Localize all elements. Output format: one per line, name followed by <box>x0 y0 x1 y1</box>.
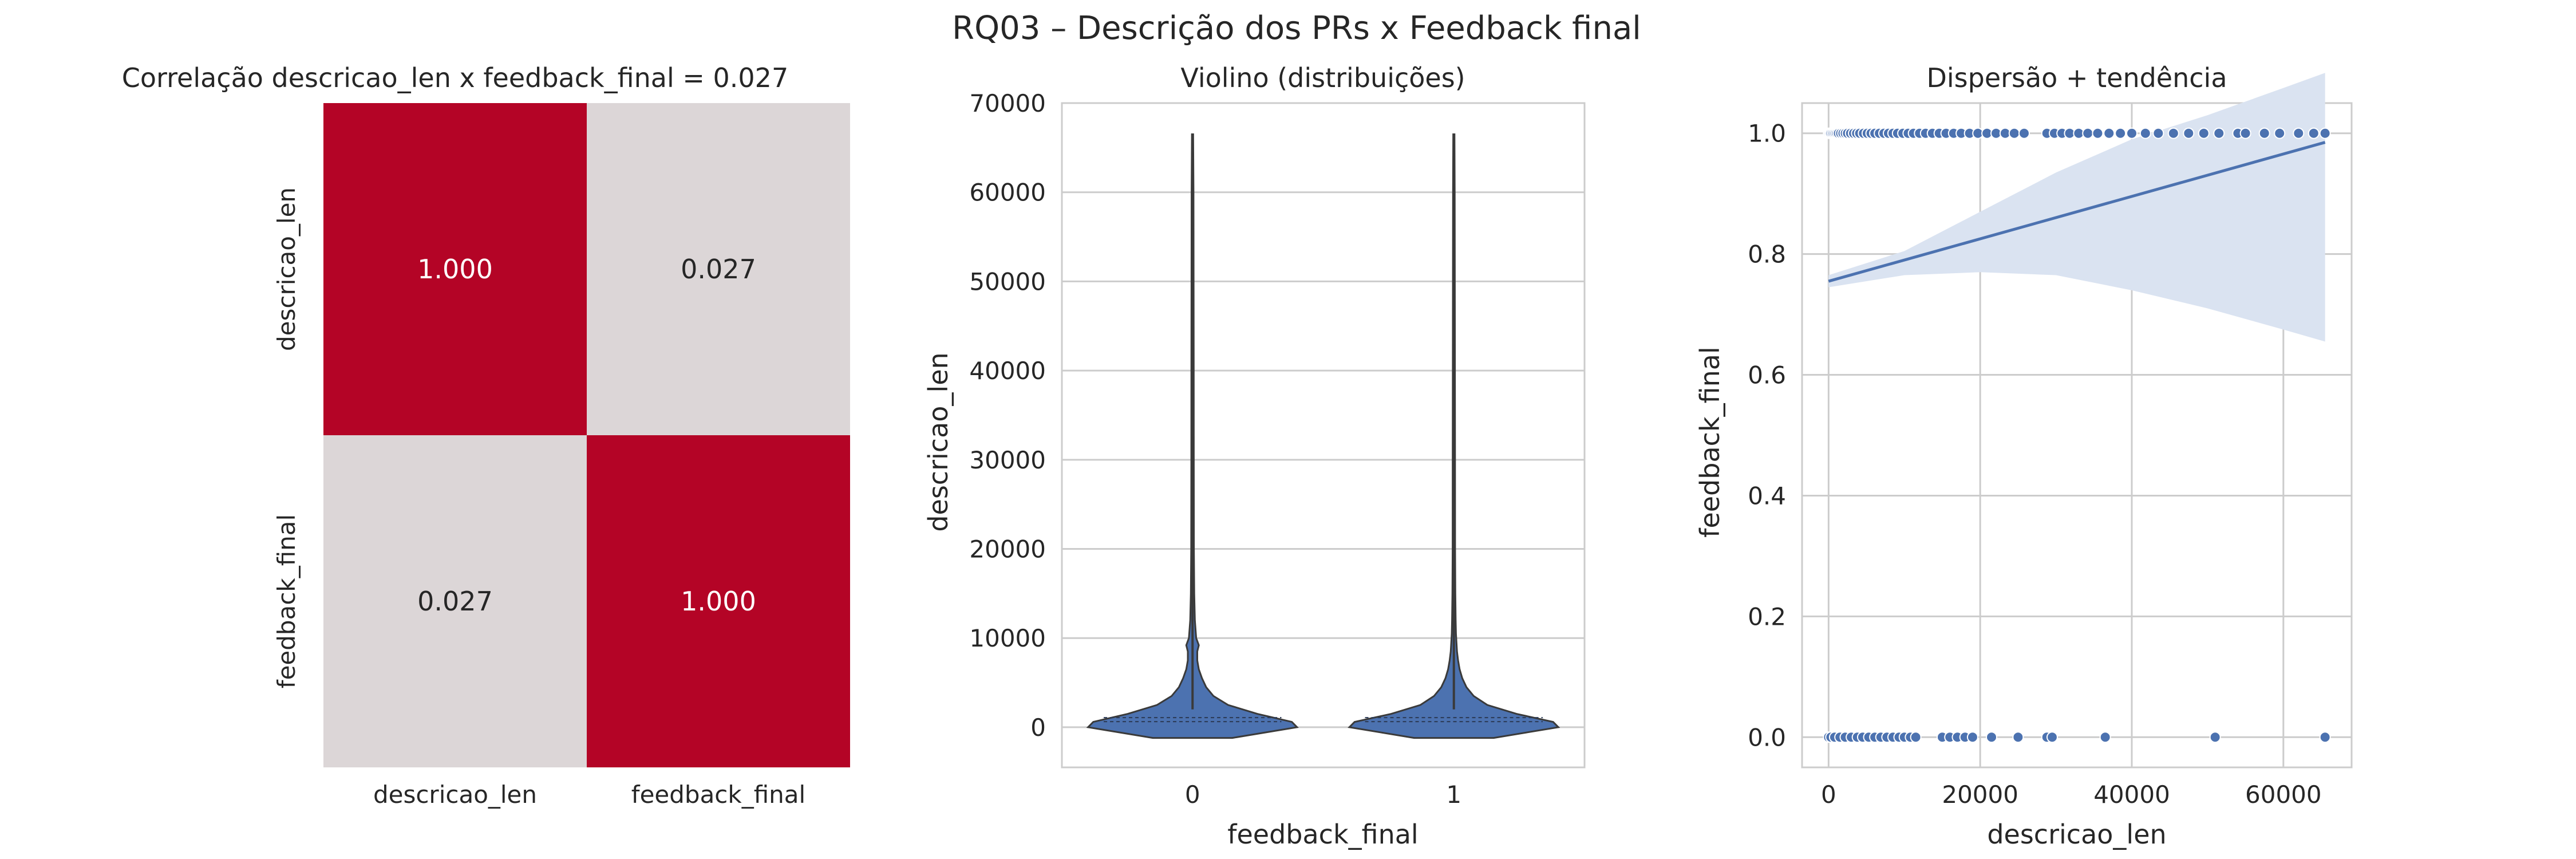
scatter-point <box>2115 127 2127 139</box>
violin-ytick-label: 40000 <box>969 357 1046 385</box>
scatter-point <box>2152 127 2164 139</box>
violin-chart: Violino (distribuições) 0 10000 20000 30000… <box>923 62 1586 850</box>
violin-ytick-label: 70000 <box>969 89 1046 117</box>
violin-xlabel: feedback_final <box>1227 819 1418 850</box>
heatmap-row-label: feedback_final <box>272 514 301 688</box>
scatter-plot-frame <box>1801 102 2353 769</box>
heatmap-col-label: feedback_final <box>631 781 805 809</box>
scatter-point <box>2319 127 2331 139</box>
scatter-xtick-label: 0 <box>1821 781 1836 809</box>
heatmap-cell <box>323 435 587 767</box>
violin-xtick-label: 1 <box>1446 781 1461 809</box>
scatter-point <box>2209 731 2221 743</box>
scatter-point <box>2167 127 2179 139</box>
scatter-point <box>2274 127 2286 139</box>
scatter-point <box>2012 731 2024 743</box>
violin-title: Violino (distribuições) <box>1180 62 1465 93</box>
scatter-point <box>2126 127 2138 139</box>
scatter-ytick-label: 1.0 <box>1748 120 1786 148</box>
scatter-point <box>2046 731 2058 743</box>
scatter-point <box>2239 127 2251 139</box>
heatmap-cell <box>587 103 850 435</box>
heatmap-cell-value: 0.027 <box>681 254 756 285</box>
heatmap-col-label: descricao_len <box>373 781 537 809</box>
scatter-point <box>2008 127 2020 139</box>
scatter-point <box>2293 127 2305 139</box>
heatmap-cell-value: 1.000 <box>681 586 756 617</box>
heatmap-row-label: descricao_len <box>272 187 301 351</box>
correlation-heatmap: Correlação descricao_len x feedback_fina… <box>122 62 850 809</box>
scatter-ytick-label: 0.4 <box>1748 482 1786 510</box>
violin-ytick-label: 30000 <box>969 446 1046 474</box>
scatter-point <box>2092 127 2104 139</box>
violin-xtick-label: 0 <box>1185 781 1200 809</box>
scatter-point <box>1966 731 1978 743</box>
scatter-xlabel: descricao_len <box>1987 819 2166 850</box>
scatter-point <box>2213 127 2225 139</box>
figure-title: RQ03 – Descrição dos PRs x Feedback fina… <box>952 10 1641 47</box>
scatter-point <box>1910 731 1922 743</box>
violin-plot-frame <box>1061 102 1586 769</box>
scatter-point <box>2258 127 2270 139</box>
scatter-point <box>1986 731 1998 743</box>
scatter-point <box>2198 127 2210 139</box>
scatter-ylabel: feedback_final <box>1694 346 1725 537</box>
scatter-xtick-label: 20000 <box>1942 781 2018 809</box>
violin-ylabel: descricao_len <box>923 352 954 531</box>
scatter-point <box>2099 731 2111 743</box>
scatter-point <box>2183 127 2195 139</box>
scatter-ytick-label: 0.6 <box>1748 361 1786 389</box>
violin-ytick-label: 0 <box>1030 714 1046 742</box>
scatter-title: Dispersão + tendência <box>1926 62 2227 93</box>
heatmap-cell <box>587 435 850 767</box>
scatter-point <box>2018 127 2030 139</box>
scatter-ytick-label: 0.0 <box>1748 723 1786 751</box>
heatmap-cell-value: 1.000 <box>417 254 493 285</box>
scatter-ytick-label: 0.2 <box>1748 602 1786 631</box>
heatmap-title: Correlação descricao_len x feedback_fina… <box>122 62 788 93</box>
violin-ytick-label: 10000 <box>969 624 1046 652</box>
scatter-point <box>2319 731 2331 743</box>
trend-line <box>1828 141 2326 283</box>
violin-ytick-label: 20000 <box>969 535 1046 564</box>
scatter-point <box>2082 127 2094 139</box>
scatter-trend-chart: Dispersão + tendência 0.0 0.2 0.4 0.6 0.8 1.0… <box>1694 62 2353 850</box>
scatter-xtick-label: 60000 <box>2245 781 2322 809</box>
scatter-point <box>2308 127 2320 139</box>
scatter-xtick-label: 40000 <box>2093 781 2170 809</box>
violin-ytick-label: 50000 <box>969 267 1046 295</box>
violin-ytick-label: 60000 <box>969 179 1046 207</box>
heatmap-cell-value: 0.027 <box>417 586 493 617</box>
scatter-point <box>2139 127 2151 139</box>
heatmap-cell <box>323 103 587 435</box>
scatter-point <box>2103 127 2115 139</box>
trend-confidence-band <box>1828 73 2325 342</box>
scatter-ytick-label: 0.8 <box>1748 241 1786 269</box>
